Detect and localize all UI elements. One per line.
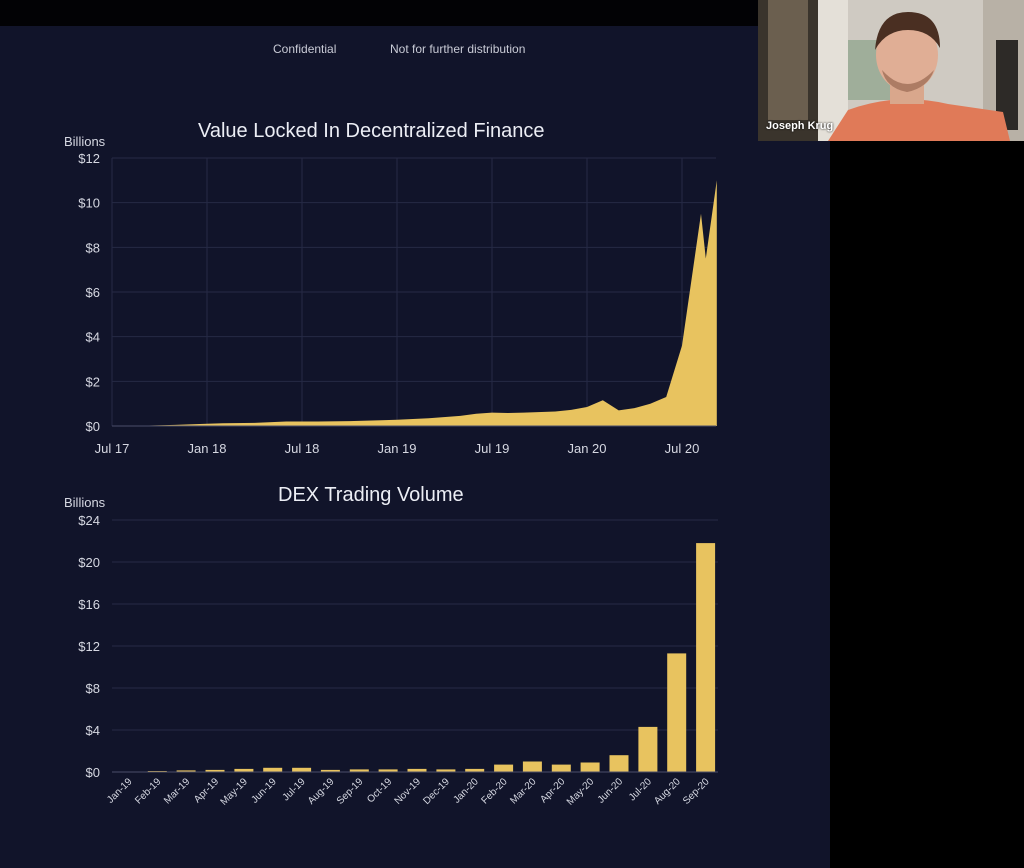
- dex-x-tick: Apr-20: [538, 776, 567, 805]
- dex-bar: [378, 769, 398, 772]
- tvl-y-tick: $6: [86, 285, 100, 300]
- dex-bar: [205, 769, 225, 772]
- dex-y-tick: $24: [78, 513, 100, 528]
- dex-bar: [638, 726, 658, 772]
- dex-x-tick: Mar-20: [508, 776, 538, 806]
- dex-y-tick: $12: [78, 639, 100, 654]
- dex-x-tick: Jul-19: [281, 776, 308, 803]
- dex-x-tick: Jun-19: [249, 776, 279, 806]
- tvl-unit-label: Billions: [64, 134, 106, 149]
- tvl-x-tick: Jul 19: [475, 441, 510, 456]
- dex-x-tick: Sep-19: [335, 776, 366, 807]
- dex-x-tick: Mar-19: [162, 776, 192, 806]
- dex-bar: [263, 767, 283, 772]
- tvl-x-tick: Jan 20: [567, 441, 606, 456]
- dex-bar: [176, 770, 196, 772]
- dex-x-tick: Jun-20: [596, 776, 626, 806]
- dex-x-tick: Nov-19: [393, 776, 424, 807]
- dex-x-tick: Jan-20: [451, 776, 481, 806]
- top-bar: [0, 0, 758, 26]
- tvl-x-tick: Jan 18: [187, 441, 226, 456]
- dex-bar: [465, 768, 485, 772]
- tvl-y-tick: $10: [78, 196, 100, 211]
- dex-x-tick: Aug-19: [306, 776, 337, 807]
- dex-x-tick: May-20: [565, 776, 597, 808]
- dex-x-tick: Feb-19: [133, 776, 163, 806]
- tvl-y-tick: $2: [86, 374, 100, 389]
- dex-x-tick: May-19: [219, 776, 251, 808]
- tvl-area-chart: $0 $2 $4 $6 $8 $10 $12 Jul 17 Jan 18 Jul 18 Jan 19…: [78, 151, 717, 456]
- tvl-y-tick: $8: [86, 240, 100, 255]
- dex-y-tick: $4: [86, 723, 100, 738]
- dex-bar: [407, 768, 427, 772]
- distribution-label: Not for further distribution: [390, 42, 526, 56]
- dex-chart-title: DEX Trading Volume: [278, 484, 464, 506]
- tvl-y-tick: $12: [78, 151, 100, 166]
- dex-x-tick: Jan-19: [105, 776, 135, 806]
- confidential-label: Confidential: [273, 42, 337, 56]
- dex-y-tick: $16: [78, 597, 100, 612]
- shared-slide: Confidential Not for further distributio…: [0, 26, 830, 868]
- dex-x-tick: Feb-20: [480, 776, 510, 806]
- dex-bar: [349, 769, 369, 772]
- tvl-y-tick: $4: [86, 330, 100, 345]
- dex-bar: [667, 653, 687, 772]
- dex-y-tick: $0: [86, 765, 100, 780]
- participant-video: [758, 0, 1024, 141]
- tvl-x-tick: Jul 18: [285, 441, 320, 456]
- dex-bar: [494, 764, 514, 772]
- dex-y-tick: $20: [78, 555, 100, 570]
- tvl-area-series: [112, 180, 717, 426]
- dex-x-tick: Oct-19: [365, 776, 394, 805]
- dex-bar: [292, 767, 312, 772]
- dex-bar: [522, 761, 542, 772]
- dex-x-tick: Dec-19: [421, 776, 452, 807]
- tvl-x-tick: Jul 20: [665, 441, 700, 456]
- participant-name: Joseph Krug: [766, 120, 834, 132]
- dex-bar: [320, 769, 340, 772]
- dex-x-tick: Jul-20: [627, 776, 654, 803]
- tvl-x-tick: Jan 19: [377, 441, 416, 456]
- dex-bar: [234, 768, 254, 772]
- dex-x-tick: Apr-19: [192, 776, 221, 805]
- tvl-y-tick: $0: [86, 419, 100, 434]
- dex-bar: [436, 769, 456, 772]
- tvl-x-tick: Jul 17: [95, 441, 130, 456]
- tvl-chart-title: Value Locked In Decentralized Finance: [198, 120, 545, 142]
- dex-bar: [609, 755, 629, 772]
- dex-x-tick: Aug-20: [652, 776, 683, 807]
- dex-x-tick: Sep-20: [681, 776, 712, 807]
- dex-unit-label: Billions: [64, 495, 106, 510]
- dex-bar: [696, 543, 716, 772]
- dex-bar: [580, 762, 600, 772]
- dex-bar: [551, 764, 571, 772]
- participant-video-tile[interactable]: Joseph Krug: [758, 0, 1024, 141]
- dex-y-tick: $8: [86, 681, 100, 696]
